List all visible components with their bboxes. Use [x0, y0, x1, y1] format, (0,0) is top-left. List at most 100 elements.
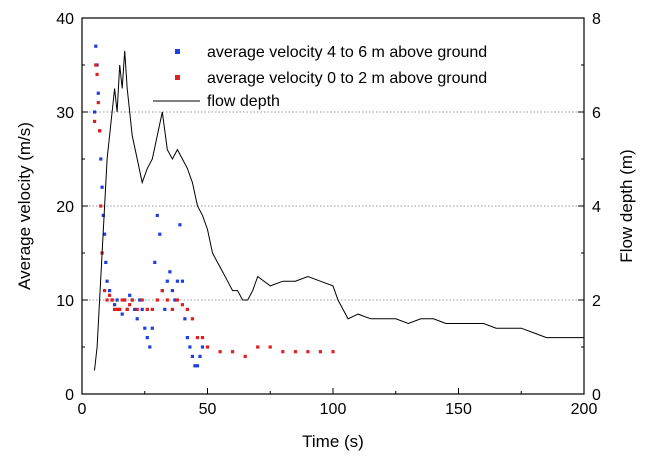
series-layer [93, 44, 584, 371]
x-tick-label: 150 [445, 401, 472, 418]
data-point [168, 270, 172, 274]
data-point [190, 354, 194, 358]
data-point [163, 307, 167, 311]
data-point [198, 354, 202, 358]
data-point [96, 101, 100, 105]
data-point [120, 298, 124, 302]
data-point [158, 232, 162, 236]
data-point [96, 91, 100, 95]
data-point [318, 350, 322, 354]
data-point [120, 312, 124, 316]
data-point [145, 336, 149, 340]
data-point [155, 298, 159, 302]
legend-swatch-marker [175, 49, 180, 54]
y-left-tick-label: 20 [56, 199, 74, 216]
data-point [130, 298, 134, 302]
data-point [94, 44, 98, 48]
data-point [143, 326, 147, 330]
data-point [99, 157, 103, 161]
legend-label: flow depth [207, 93, 280, 110]
data-point [205, 345, 210, 349]
data-point [170, 289, 174, 293]
data-point [155, 213, 159, 217]
data-point [195, 364, 200, 368]
data-point [200, 336, 205, 340]
data-point [138, 298, 142, 302]
data-point [104, 260, 108, 264]
data-point [231, 350, 235, 354]
data-point [135, 317, 139, 321]
data-point [145, 307, 149, 311]
data-point [93, 119, 97, 123]
data-point [243, 354, 247, 358]
data-point [153, 260, 157, 264]
data-point [113, 307, 117, 311]
data-point [93, 110, 97, 114]
data-point [268, 345, 272, 349]
legend-label: average velocity 0 to 2 m above ground [207, 70, 487, 87]
data-point [170, 307, 174, 311]
data-point [193, 364, 197, 368]
legend-label: average velocity 4 to 6 m above ground [207, 44, 487, 61]
data-point [125, 307, 129, 311]
data-point [180, 303, 184, 307]
flow-depth-line [94, 50, 584, 371]
data-point [140, 307, 144, 311]
data-point [150, 326, 154, 330]
data-point [100, 185, 104, 189]
data-point [175, 279, 179, 283]
legend-swatch-marker [175, 75, 180, 80]
series-3 [94, 50, 584, 371]
x-tick-label: 200 [571, 401, 598, 418]
x-tick-label: 100 [320, 401, 347, 418]
data-point [331, 350, 335, 354]
data-point [103, 289, 107, 293]
series-2 [93, 63, 335, 358]
y-left-tick-label: 40 [56, 11, 74, 28]
y-right-tick-label: 6 [592, 105, 601, 122]
data-point [140, 298, 144, 302]
data-point [160, 289, 164, 293]
x-tick-label: 0 [78, 401, 87, 418]
data-point [105, 279, 109, 283]
plot-area [82, 18, 584, 394]
data-point [185, 336, 189, 340]
data-point [165, 279, 169, 283]
data-point [183, 317, 187, 321]
data-point [101, 213, 105, 217]
x-tick-label: 50 [199, 401, 217, 418]
data-point [110, 298, 114, 302]
y-right-tick-label: 8 [592, 11, 601, 28]
data-point [94, 63, 98, 67]
data-point [150, 307, 154, 311]
data-point [293, 350, 297, 354]
data-point [103, 232, 107, 236]
data-point [185, 307, 189, 311]
data-point [281, 350, 285, 354]
data-point [133, 307, 137, 311]
data-point [113, 303, 117, 307]
y-left-tick-label: 0 [65, 387, 74, 404]
data-point [99, 204, 103, 208]
data-point [200, 345, 205, 349]
y-left-tick-label: 30 [56, 105, 74, 122]
data-point [178, 223, 182, 227]
data-point [175, 298, 179, 302]
data-point [115, 298, 119, 302]
data-point [188, 345, 192, 349]
data-point [135, 307, 139, 311]
legend: average velocity 4 to 6 m above ground av… [153, 44, 487, 110]
data-point [180, 279, 184, 283]
data-point [95, 72, 99, 76]
y-right-tick-label: 4 [592, 199, 601, 216]
data-point [190, 317, 194, 321]
data-point [165, 298, 169, 302]
y-right-tick-label: 2 [592, 293, 601, 310]
x-axis-label: Time (s) [302, 432, 364, 451]
data-point [115, 307, 119, 311]
data-point [123, 298, 127, 302]
data-point [128, 293, 132, 297]
data-point [218, 350, 222, 354]
y-right-tick-label: 0 [592, 387, 601, 404]
